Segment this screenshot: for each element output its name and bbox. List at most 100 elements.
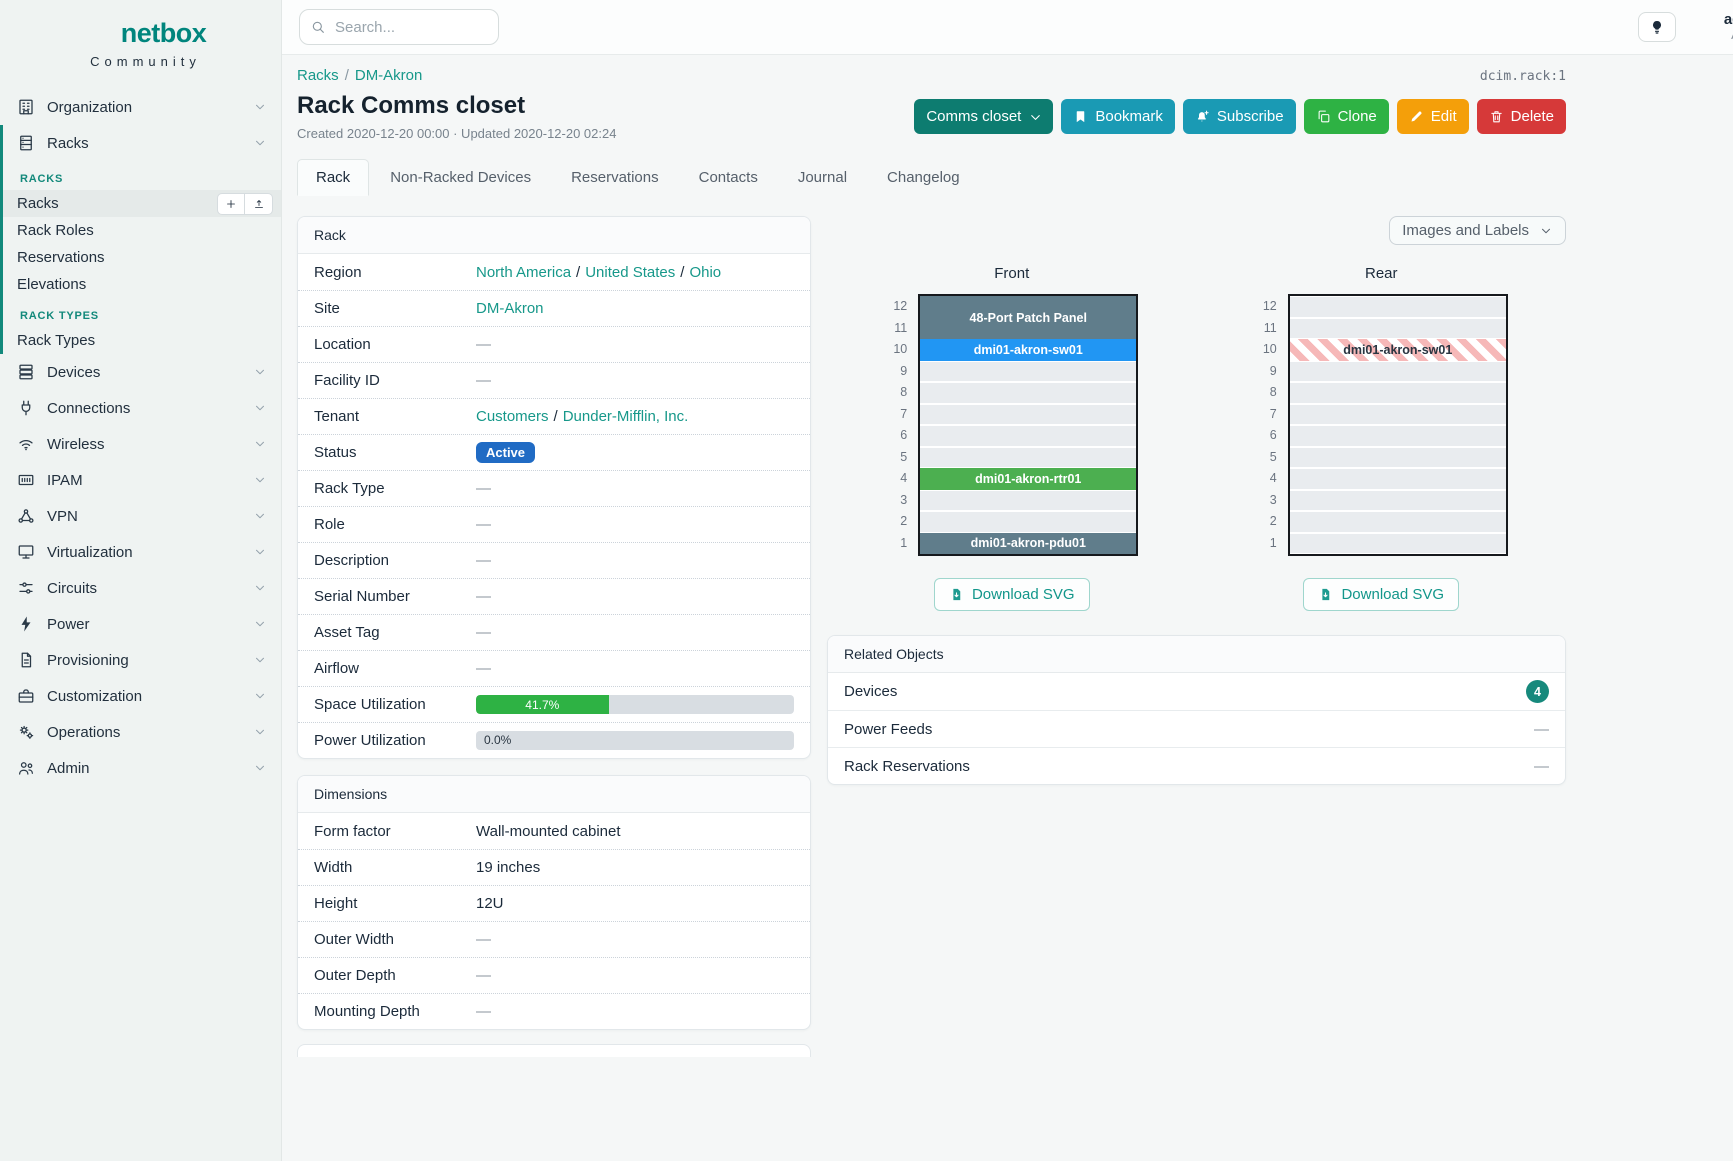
field-row-outer-depth: Outer Depth — xyxy=(298,957,810,993)
rack-empty-unit[interactable] xyxy=(1289,382,1506,404)
related-row-rack-reservations[interactable]: Rack Reservations — xyxy=(828,747,1565,784)
sidebar-item-operations[interactable]: Operations xyxy=(0,714,281,750)
rack-empty-unit[interactable] xyxy=(1289,361,1506,383)
rack-select-dropdown[interactable]: Comms closet xyxy=(914,99,1054,134)
rack-empty-unit[interactable] xyxy=(920,361,1137,383)
rack-empty-unit[interactable] xyxy=(920,404,1137,426)
sidebar-item-rack-types[interactable]: Rack Types xyxy=(3,327,281,354)
field-value: 19 inches xyxy=(476,859,794,876)
rack-empty-unit[interactable] xyxy=(920,425,1137,447)
field-value: — xyxy=(476,336,794,353)
rack-empty-unit[interactable] xyxy=(1289,404,1506,426)
breadcrumb-racks[interactable]: Racks xyxy=(297,67,339,84)
sidebar-item-wireless[interactable]: Wireless xyxy=(0,426,281,462)
field-value: 0.0% xyxy=(476,731,794,750)
monitor-icon xyxy=(17,543,35,561)
rear-rack-diagram: dmi01-akron-sw01 xyxy=(1287,294,1508,556)
rear-unit-numbers: 12 11 10 9 8 7 6 5 4 3 2 1 xyxy=(1255,294,1277,556)
brand-logo-block[interactable]: netbox Community xyxy=(0,0,281,79)
bookmark-button[interactable]: Bookmark xyxy=(1061,99,1175,134)
chevron-down-icon xyxy=(253,617,267,631)
sidebar-item-provisioning[interactable]: Provisioning xyxy=(0,642,281,678)
add-button[interactable] xyxy=(217,192,245,215)
rack-device-dmi01-akron-sw01[interactable]: dmi01-akron-sw01 xyxy=(920,339,1137,361)
sidebar-item-racks[interactable]: Racks xyxy=(3,190,281,217)
link-customers[interactable]: Customers xyxy=(476,408,549,425)
sidebar-item-racks[interactable]: Racks xyxy=(3,125,281,161)
briefcase-icon xyxy=(17,687,35,705)
sidebar-item-power[interactable]: Power xyxy=(0,606,281,642)
chevron-down-icon xyxy=(253,725,267,739)
sidebar-item-reservations[interactable]: Reservations xyxy=(3,244,281,271)
link-united-states[interactable]: United States xyxy=(585,263,676,281)
rack-empty-unit[interactable] xyxy=(920,382,1137,404)
count-badge: 4 xyxy=(1526,680,1549,703)
search-input[interactable] xyxy=(299,9,499,45)
sidebar-item-ipam[interactable]: IPAM xyxy=(0,462,281,498)
theme-toggle-button[interactable] xyxy=(1637,12,1676,42)
notifications-bell-icon[interactable] xyxy=(1691,18,1709,36)
rack-empty-unit-fill xyxy=(920,426,1137,446)
delete-button[interactable]: Delete xyxy=(1476,99,1566,134)
rear-download-svg-button[interactable]: Download SVG xyxy=(1303,578,1460,611)
breadcrumb-site[interactable]: DM-Akron xyxy=(354,67,423,84)
clone-button[interactable]: Clone xyxy=(1303,99,1389,134)
sidebar-item-elevations[interactable]: Elevations xyxy=(3,271,281,298)
rack-empty-unit[interactable] xyxy=(1289,318,1506,340)
subscribe-button[interactable]: Subscribe xyxy=(1182,99,1296,134)
sidebar-section-title: RACKS xyxy=(20,173,64,185)
rack-empty-unit[interactable] xyxy=(1289,296,1506,318)
sidebar-item-virtualization[interactable]: Virtualization xyxy=(0,534,281,570)
tab-journal[interactable]: Journal xyxy=(779,159,866,196)
images-and-labels-dropdown[interactable]: Images and Labels xyxy=(1389,216,1566,245)
rack-empty-unit[interactable] xyxy=(1289,468,1506,490)
sidebar-item-connections[interactable]: Connections xyxy=(0,390,281,426)
rack-device-dmi01-akron-rtr01[interactable]: dmi01-akron-rtr01 xyxy=(920,468,1137,490)
rack-empty-unit[interactable] xyxy=(1289,490,1506,512)
unit-number: 7 xyxy=(1269,406,1277,421)
related-row-devices[interactable]: Devices 4 xyxy=(828,673,1565,710)
tab-reservations[interactable]: Reservations xyxy=(552,159,678,196)
sidebar-item-vpn[interactable]: VPN xyxy=(0,498,281,534)
link-dm-akron[interactable]: DM-Akron xyxy=(476,300,544,317)
related-row-power-feeds[interactable]: Power Feeds — xyxy=(828,710,1565,747)
rack-empty-unit[interactable] xyxy=(1289,425,1506,447)
tab-rack[interactable]: Rack xyxy=(297,159,370,196)
field-row-height: Height 12U xyxy=(298,885,810,921)
sidebar-item-organization[interactable]: Organization xyxy=(0,89,281,125)
link-ohio[interactable]: Ohio xyxy=(689,263,722,281)
unit-number: 2 xyxy=(1269,514,1277,528)
rack-empty-unit[interactable] xyxy=(920,511,1137,533)
sidebar-item-rack-roles[interactable]: Rack Roles xyxy=(3,217,281,244)
sidebar-item-devices[interactable]: Devices xyxy=(0,354,281,390)
field-label: Serial Number xyxy=(314,588,410,605)
front-download-svg-button[interactable]: Download SVG xyxy=(933,578,1090,611)
link-dunder-mifflin-inc[interactable]: Dunder-Mifflin, Inc. xyxy=(562,408,689,425)
tab-contacts[interactable]: Contacts xyxy=(680,159,777,196)
rack-empty-unit[interactable] xyxy=(920,490,1137,512)
import-button[interactable] xyxy=(245,192,273,215)
rack-device-dmi01-akron-sw01[interactable]: dmi01-akron-sw01 xyxy=(1289,339,1506,361)
user-menu[interactable]: admin Admin xyxy=(1724,11,1733,43)
rack-empty-unit-fill xyxy=(1289,426,1506,446)
sidebar-item-label: Virtualization xyxy=(47,543,133,561)
sidebar-item-admin[interactable]: Admin xyxy=(0,750,281,786)
rack-empty-unit[interactable] xyxy=(1289,511,1506,533)
related-row-label: Devices xyxy=(844,683,898,700)
sidebar-item-customization[interactable]: Customization xyxy=(0,678,281,714)
tab-non-racked-devices[interactable]: Non-Racked Devices xyxy=(371,159,550,196)
link-north-america[interactable]: North America xyxy=(476,263,572,281)
edit-button[interactable]: Edit xyxy=(1396,99,1469,134)
sidebar-item-circuits[interactable]: Circuits xyxy=(0,570,281,606)
rack-device-dmi01-akron-pdu01[interactable]: dmi01-akron-pdu01 xyxy=(920,532,1137,554)
rack-empty-unit[interactable] xyxy=(1289,533,1506,555)
field-value: Active xyxy=(476,442,794,463)
rack-device-48-port-patch-panel[interactable]: 48-Port Patch Panel xyxy=(920,296,1137,339)
rack-empty-unit-fill xyxy=(1289,404,1506,424)
sidebar-item-label: Operations xyxy=(47,723,121,741)
rack-empty-unit[interactable] xyxy=(1289,447,1506,469)
rack-empty-unit[interactable] xyxy=(920,447,1137,469)
tab-changelog[interactable]: Changelog xyxy=(868,159,979,196)
related-row-value: 4 xyxy=(1526,680,1549,703)
bookmark-icon xyxy=(1073,109,1088,124)
